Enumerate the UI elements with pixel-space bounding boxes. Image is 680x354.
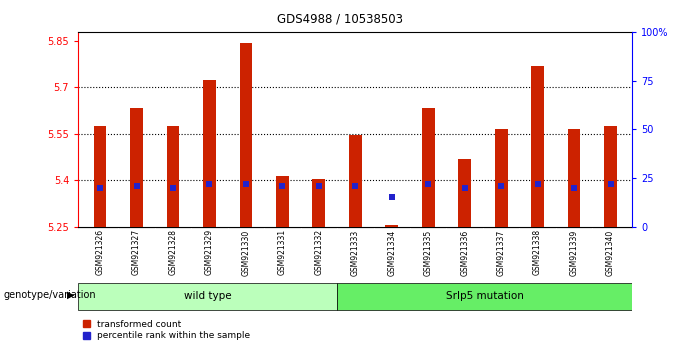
Bar [239, 43, 252, 227]
Text: GSM921331: GSM921331 [278, 229, 287, 275]
Text: GSM921329: GSM921329 [205, 229, 214, 275]
Text: GSM921327: GSM921327 [132, 229, 141, 275]
Text: GSM921332: GSM921332 [314, 229, 323, 275]
Bar [458, 159, 471, 227]
FancyBboxPatch shape [337, 283, 632, 310]
Bar [531, 66, 544, 227]
Text: wild type: wild type [184, 291, 231, 302]
Bar [203, 80, 216, 227]
Text: GSM921336: GSM921336 [460, 229, 469, 275]
Bar [94, 126, 107, 227]
Text: GSM921328: GSM921328 [169, 229, 177, 275]
Text: GSM921326: GSM921326 [96, 229, 105, 275]
Text: genotype/variation: genotype/variation [3, 290, 96, 300]
Bar [167, 126, 180, 227]
Text: GSM921338: GSM921338 [533, 229, 542, 275]
Text: GSM921335: GSM921335 [424, 229, 432, 275]
Bar [604, 126, 617, 227]
Bar [386, 225, 398, 227]
Text: GSM921339: GSM921339 [570, 229, 579, 275]
Bar [130, 108, 143, 227]
Text: GSM921334: GSM921334 [388, 229, 396, 275]
Text: GSM921330: GSM921330 [241, 229, 250, 275]
Legend: transformed count, percentile rank within the sample: transformed count, percentile rank withi… [83, 320, 250, 340]
Bar [349, 135, 362, 227]
Text: GDS4988 / 10538503: GDS4988 / 10538503 [277, 12, 403, 25]
FancyBboxPatch shape [78, 283, 337, 310]
Text: GSM921340: GSM921340 [606, 229, 615, 275]
Bar [276, 176, 289, 227]
Text: Srlp5 mutation: Srlp5 mutation [445, 291, 524, 302]
Bar [568, 129, 581, 227]
Text: GSM921333: GSM921333 [351, 229, 360, 275]
Text: GSM921337: GSM921337 [496, 229, 506, 275]
Bar [495, 129, 507, 227]
Text: ▶: ▶ [67, 290, 75, 300]
Bar [312, 179, 325, 227]
Bar [422, 108, 435, 227]
